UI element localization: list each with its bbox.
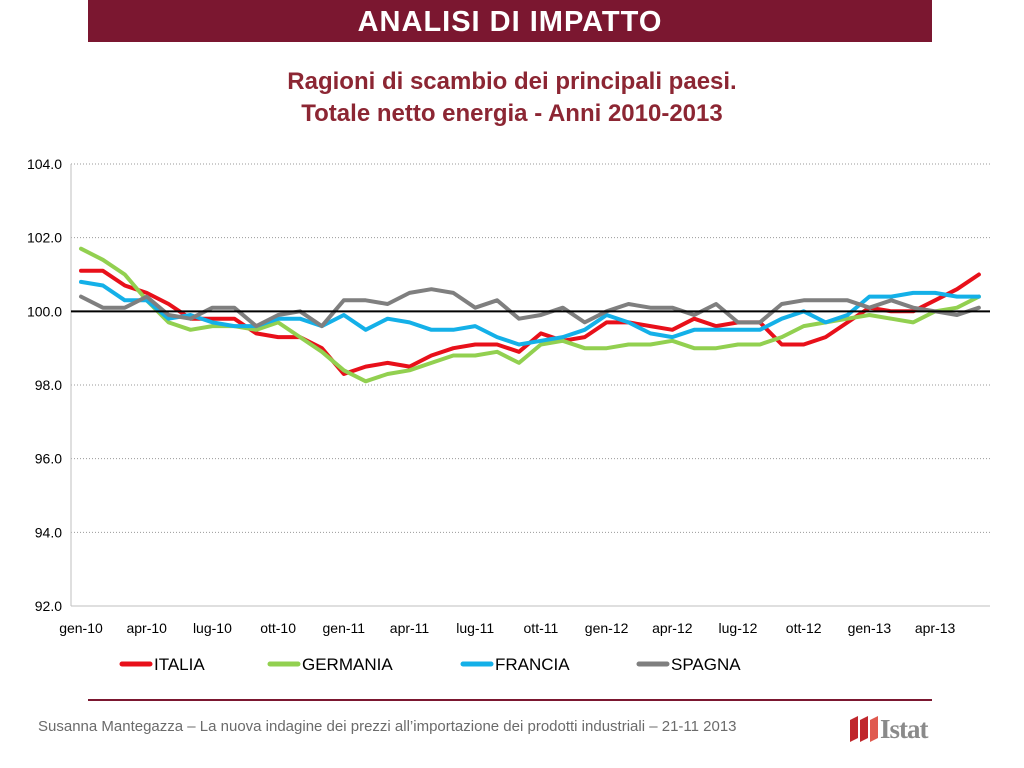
x-tick-label: apr-10 <box>126 620 167 636</box>
x-tick-label: apr-11 <box>390 620 430 636</box>
y-tick-label: 96.0 <box>35 451 62 467</box>
istat-logo: Istat <box>850 712 940 746</box>
legend-label-germania: GERMANIA <box>302 655 393 674</box>
x-tick-label: lug-10 <box>193 620 232 636</box>
series-line-francia <box>79 279 981 347</box>
istat-logo-text: Istat <box>880 714 928 744</box>
chart-title-line-2: Totale netto energia - Anni 2010-2013 <box>301 100 723 127</box>
x-tick-label: gen-13 <box>848 620 892 636</box>
chart-title-line-1: Ragioni di scambio dei principali paesi. <box>287 68 737 95</box>
x-tick-label: gen-11 <box>323 620 366 636</box>
y-tick-label: 98.0 <box>35 377 62 393</box>
x-tick-label: ott-10 <box>260 620 296 636</box>
x-tick-label: ott-11 <box>524 620 559 636</box>
y-tick-label: 94.0 <box>35 524 62 540</box>
header-banner: ANALISI DI IMPATTO <box>88 0 932 42</box>
x-tick-label: gen-12 <box>585 620 629 636</box>
x-tick-label: apr-12 <box>652 620 693 636</box>
footer-divider <box>88 699 932 701</box>
y-tick-label: 102.0 <box>27 230 62 246</box>
x-tick-label: apr-13 <box>915 620 956 636</box>
chart-title: Ragioni di scambio dei principali paesi.… <box>0 66 1024 130</box>
x-tick-label: lug-11 <box>456 620 494 636</box>
y-tick-label: 100.0 <box>27 303 62 319</box>
series-line-spagna <box>79 287 981 329</box>
legend-label-spagna: SPAGNA <box>671 655 741 674</box>
istat-logo-icon <box>850 716 878 742</box>
line-chart: 92.0 94.0 96.0 98.0 100.0 102.0 104.0 gen-10 apr… <box>27 156 990 674</box>
x-tick-label: ott-12 <box>786 620 822 636</box>
x-tick-label: lug-12 <box>719 620 758 636</box>
legend-label-italia: ITALIA <box>154 655 205 674</box>
y-tick-label: 92.0 <box>35 598 62 614</box>
legend-label-francia: FRANCIA <box>495 655 570 674</box>
footer-credit: Susanna Mantegazza – La nuova indagine d… <box>38 718 737 735</box>
y-tick-label: 104.0 <box>27 156 62 172</box>
header-title: ANALISI DI IMPATTO <box>357 6 663 38</box>
x-tick-label: gen-10 <box>59 620 103 636</box>
